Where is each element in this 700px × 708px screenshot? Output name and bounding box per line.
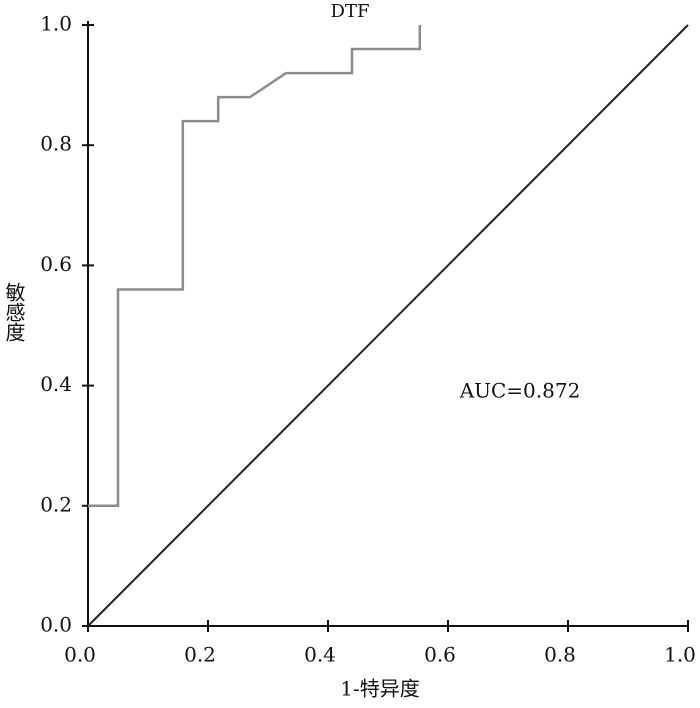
axis-title-x: 1-特异度 [340,677,419,701]
y-tick-label: 0.4 [40,372,72,396]
x-tick-label: 1.0 [664,643,696,667]
x-tick-label: 0.0 [64,643,96,667]
x-tick-label: 0.8 [544,643,576,667]
annotation: AUC=0.872 [459,379,581,403]
y-tick-label: 0.2 [40,492,72,516]
x-tick-label: 0.4 [304,643,336,667]
y-tick-label: 0.8 [40,132,72,156]
line [87,24,689,627]
y-tick-label: 1.0 [40,12,72,36]
x-tick-label: 0.2 [184,643,216,667]
x-tick-label: 0.6 [424,643,456,667]
y-tick-label: 0.0 [40,613,72,637]
axis-title-y: 敏感度 [2,282,26,342]
y-tick-label: 0.6 [40,252,72,276]
chart-title: DTF [331,1,370,22]
line [88,25,422,508]
